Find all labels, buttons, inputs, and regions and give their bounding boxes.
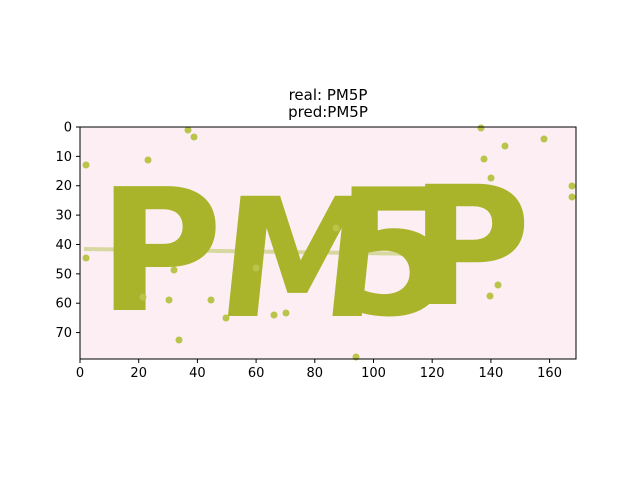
noise-dots — [82, 124, 576, 361]
strike-line — [83, 247, 491, 257]
y-tick-label: 50 — [55, 267, 72, 282]
noise-dot — [568, 193, 576, 201]
noise-dot — [494, 281, 502, 289]
y-tick-label: 60 — [55, 297, 72, 312]
y-tick-label: 20 — [55, 179, 72, 194]
noise-dot — [82, 254, 90, 262]
noise-dot — [270, 311, 278, 319]
x-tick-label: 140 — [478, 366, 503, 381]
noise-dot — [139, 293, 147, 301]
y-axis: 0 10 20 30 40 50 60 70 — [55, 121, 80, 341]
noise-dot — [144, 156, 152, 164]
title-real: real: PM5P — [289, 86, 368, 104]
captcha-char-2: M — [209, 163, 393, 355]
image-frame — [79, 126, 577, 360]
noise-dot — [568, 182, 576, 190]
x-tick-label: 20 — [130, 366, 147, 381]
x-tick-label: 0 — [76, 366, 84, 381]
noise-dot — [165, 296, 173, 304]
x-tick-label: 80 — [307, 366, 324, 381]
noise-dot — [282, 309, 290, 317]
y-tick-label: 0 — [64, 121, 72, 136]
captcha-image: P M 5 P — [79, 124, 577, 361]
captcha-char-1: P — [98, 153, 223, 351]
noise-dot — [252, 264, 260, 272]
captcha-char-4: P — [410, 151, 531, 343]
x-tick-label: 100 — [361, 366, 386, 381]
x-axis: 0 20 40 60 80 100 120 140 160 — [76, 359, 562, 381]
noise-dot — [222, 314, 230, 322]
x-tick-label: 40 — [189, 366, 206, 381]
noise-dot — [82, 161, 90, 169]
y-tick-label: 40 — [55, 238, 72, 253]
noise-dot — [480, 155, 488, 163]
noise-dot — [332, 224, 340, 232]
x-tick-label: 60 — [248, 366, 265, 381]
noise-dot — [175, 336, 183, 344]
noise-dot — [501, 142, 509, 150]
noise-dot — [540, 135, 548, 143]
y-tick-label: 30 — [55, 209, 72, 224]
title-pred: pred:PM5P — [288, 103, 368, 121]
y-tick-label: 10 — [55, 150, 72, 165]
noise-dot — [477, 124, 485, 132]
noise-dot — [207, 296, 215, 304]
noise-dot — [170, 266, 178, 274]
noise-dot — [184, 126, 192, 134]
noise-dot — [487, 174, 495, 182]
x-tick-label: 160 — [537, 366, 562, 381]
captcha-char-3: 5 — [333, 153, 455, 356]
x-tick-label: 120 — [420, 366, 445, 381]
noise-dot — [190, 133, 198, 141]
captcha-background — [80, 127, 576, 359]
y-tick-label: 70 — [55, 326, 72, 341]
noise-dot — [486, 292, 494, 300]
